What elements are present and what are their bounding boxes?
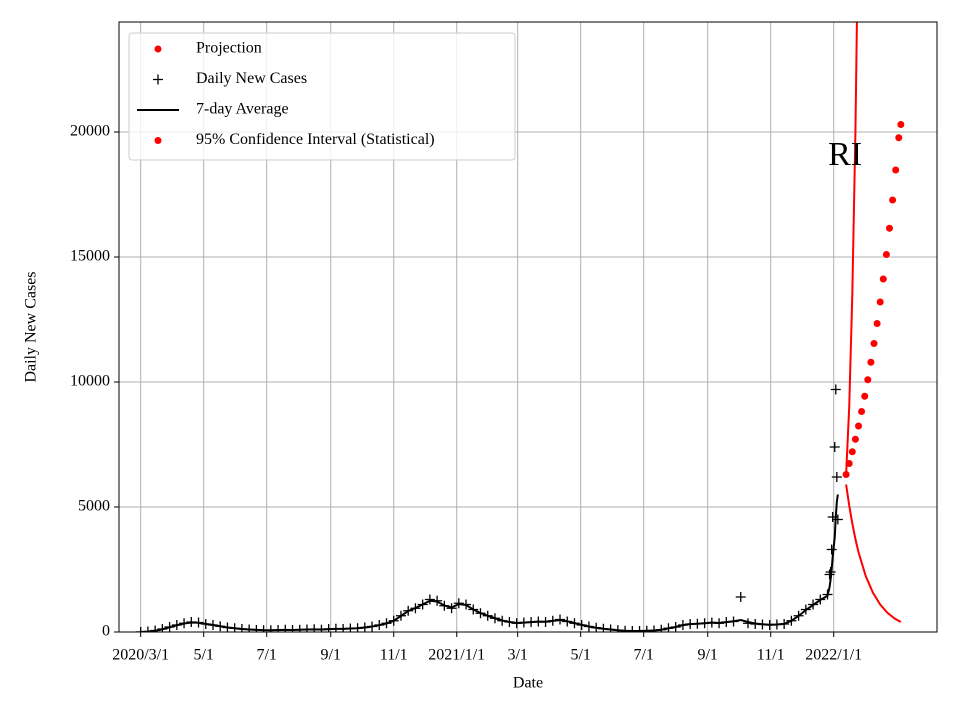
projection-point	[870, 340, 878, 347]
projection-point	[855, 422, 863, 430]
legend-marker	[154, 137, 162, 144]
projection-point	[848, 448, 856, 456]
y-tick-label: 15000	[70, 248, 110, 265]
average-line	[140, 494, 839, 632]
x-tick-label: 5/1	[193, 647, 213, 664]
legend-label: 7-day Average	[196, 101, 289, 118]
x-tick-label: 11/1	[757, 647, 785, 664]
x-axis-label: Date	[513, 675, 543, 692]
projection-point	[851, 435, 859, 443]
projection-point	[858, 408, 866, 415]
x-tick-label: 5/1	[570, 647, 590, 664]
x-tick-label: 11/1	[380, 647, 408, 664]
projection-point	[892, 166, 900, 174]
plot-frame	[118, 21, 938, 633]
x-tick-label: 2022/1/1	[805, 647, 862, 664]
ci-lower-line	[845, 484, 902, 623]
projection-point	[876, 298, 884, 306]
projection-point	[867, 358, 875, 366]
x-tick-label: 2021/1/1	[428, 647, 485, 664]
y-tick-label: 0	[102, 623, 110, 640]
ci-upper-line	[845, 22, 858, 475]
legend: Projection Daily New Cases 7-day Average 95…	[128, 32, 516, 161]
projection-point	[879, 275, 887, 283]
case-marker	[824, 569, 835, 580]
case-marker	[826, 544, 837, 555]
case-marker	[830, 384, 841, 395]
legend-marker	[153, 74, 163, 85]
case-marker	[829, 442, 840, 452]
y-tick-label: 5000	[78, 498, 110, 515]
case-marker	[424, 594, 435, 605]
legend-label: Projection	[196, 40, 262, 57]
legend-marker	[154, 45, 162, 53]
legend-box	[128, 32, 516, 161]
legend-label: Daily New Cases	[196, 70, 307, 87]
x-tick-label: 3/1	[507, 647, 527, 664]
projection-point	[897, 121, 905, 128]
x-tick-label: 7/1	[256, 647, 276, 664]
projection-point	[864, 376, 872, 384]
x-tick-label: 9/1	[321, 647, 341, 664]
case-marker	[832, 514, 843, 525]
x-tick-label: 7/1	[633, 647, 653, 664]
projection-point	[882, 251, 890, 258]
y-tick-label: 10000	[70, 373, 110, 390]
projection-point	[895, 134, 903, 142]
case-marker	[735, 592, 746, 602]
case-marker	[831, 472, 842, 482]
projection-point	[861, 392, 869, 400]
projection-point	[873, 320, 881, 327]
y-tick-label: 20000	[70, 123, 110, 140]
projection-point	[885, 224, 893, 232]
x-tick-label: 9/1	[697, 647, 717, 664]
x-tick-label: 2020/3/1	[112, 647, 169, 664]
annotation: RI	[828, 136, 862, 173]
projection-point	[889, 196, 897, 204]
y-axis-label: Daily New Cases	[23, 271, 40, 382]
legend-label: 95% Confidence Interval (Statistical)	[196, 131, 435, 148]
